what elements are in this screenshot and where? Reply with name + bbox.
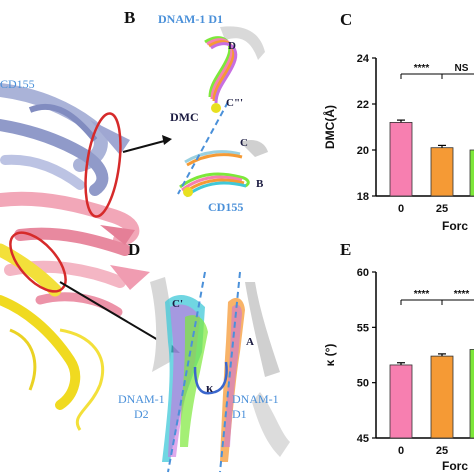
panel-b-letter: B [124,8,136,27]
significance-label: **** [454,289,470,300]
y-tick-label: 24 [357,53,370,65]
panel-d-label-right-line2: D1 [232,407,247,421]
y-tick-label: 60 [357,267,369,279]
panel-a-structure [0,83,176,431]
x-tick-label: 0 [398,445,404,457]
significance-label: **** [414,289,430,300]
panel-d-label-right-line1: DNAM-1 [232,392,279,406]
dnam1-cartoon [0,191,150,317]
x-axis-label: Forc [442,459,468,473]
panel-d-letter: D [128,240,141,259]
chart-e: 45 50 55 60 κ (°) 0 25 **** **** Forc [323,267,474,473]
bar [430,147,454,197]
bar [430,355,454,439]
highlight-ellipse-bottom [9,231,67,293]
panel-b-label-c3: C"' [226,97,244,109]
significance-label: NS [455,63,469,74]
panel-c-letter: C [340,10,353,29]
panel-d-label-c2: C' [172,298,183,310]
panel-d-label-a: A [246,336,254,348]
significance-label: **** [414,63,430,74]
bar [389,364,413,439]
y-tick-label: 22 [357,99,369,111]
y-axis-label: κ (°) [323,344,337,367]
bar [469,349,474,439]
panel-b-structure [177,26,268,198]
panel-b-title: DNAM-1 D1 [158,12,223,26]
x-tick-label: 0 [398,203,404,215]
y-tick-label: 45 [357,433,369,445]
panel-d-label-kappa: κ [206,380,214,395]
y-tick-label: 50 [357,378,369,390]
panel-b-label-b: B [256,178,264,190]
panel-b-label-c: C [240,137,248,149]
highlight-ellipse-top [84,112,122,218]
panel-d-label-right: DNAM-1 D1 [232,392,279,422]
panel-d-label-left-line2: D2 [134,407,149,421]
y-tick-label: 20 [357,145,369,157]
y-axis-label: DMC(Å) [322,105,337,149]
x-tick-label: 25 [436,445,448,457]
x-tick-label: 25 [436,203,448,215]
bar [469,149,474,197]
cd155-cartoon [0,83,130,196]
panel-b-label-d: D [228,40,236,52]
panel-d-label-left: DNAM-1 D2 [118,392,165,422]
cd155-label: CD155 [0,77,35,91]
y-tick-label: 18 [357,191,369,203]
panel-d-label-left-line1: DNAM-1 [118,392,165,406]
panel-d-structure [150,271,290,473]
panel-b-label-dmc: DMC [170,110,199,124]
y-tick-label: 55 [357,322,369,334]
panel-b-label-cd155: CD155 [208,200,244,214]
yellow-domain-cartoon [0,243,105,431]
bar [389,122,413,197]
x-axis-label: Forc [442,219,468,233]
panel-e-letter: E [340,240,352,259]
